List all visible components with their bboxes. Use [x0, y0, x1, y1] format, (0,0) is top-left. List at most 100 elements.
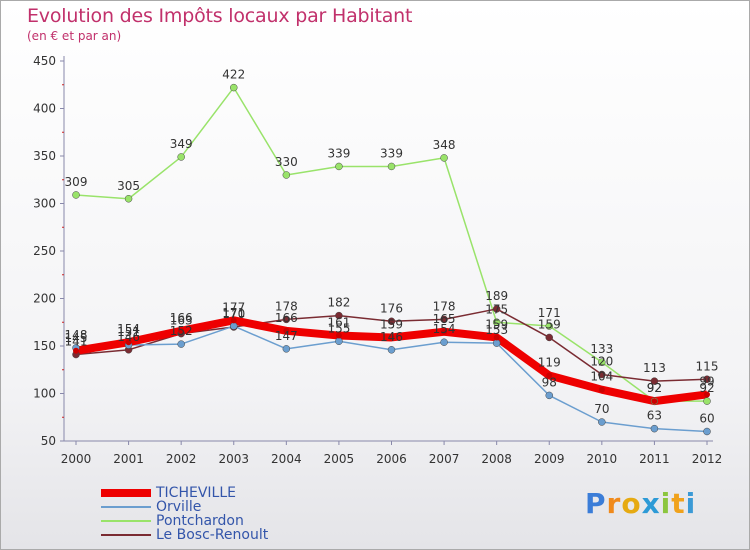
data-point — [703, 427, 711, 436]
data-label: 422 — [222, 68, 245, 82]
data-label: 120 — [590, 355, 613, 369]
data-label: 159 — [485, 317, 508, 331]
data-label: 148 — [65, 328, 88, 342]
data-label: 154 — [433, 322, 456, 336]
data-label: 98 — [542, 375, 557, 389]
data-label: 177 — [222, 300, 245, 314]
legend-swatch-pontchardon — [101, 520, 151, 522]
data-label: 171 — [222, 306, 245, 320]
data-label: 163 — [170, 314, 193, 328]
data-point — [440, 338, 448, 346]
data-label: 175 — [485, 302, 508, 316]
chart-title: Evolution des Impôts locaux par Habitant — [27, 5, 413, 27]
x-tick-label: 2003 — [218, 452, 249, 466]
data-label: 349 — [170, 137, 193, 151]
data-label: 70 — [594, 402, 609, 416]
data-label: 151 — [117, 325, 140, 339]
data-label: 159 — [380, 317, 403, 331]
y-tick-label: 50 — [41, 434, 56, 448]
data-label: 113 — [643, 361, 666, 375]
data-point — [282, 315, 291, 324]
data-label: 153 — [485, 323, 508, 337]
legend-swatch-ticheville — [101, 489, 151, 497]
legend-label: TICHEVILLE — [156, 485, 236, 501]
x-tick-label: 2008 — [481, 452, 512, 466]
data-point — [335, 337, 343, 345]
y-tick-label: 250 — [33, 244, 56, 258]
x-tick-label: 2000 — [61, 452, 92, 466]
data-point — [545, 333, 553, 342]
x-tick-label: 2011 — [639, 452, 670, 466]
data-point — [492, 318, 501, 326]
x-tick-label: 2005 — [324, 452, 355, 466]
y-tick-label: 150 — [33, 339, 56, 353]
data-point — [598, 370, 606, 379]
data-point — [598, 386, 605, 393]
y-tick-label: 350 — [33, 149, 56, 163]
data-label: 119 — [538, 355, 561, 369]
data-point — [72, 191, 80, 199]
data-point — [283, 327, 290, 334]
data-point — [124, 195, 133, 203]
data-label: 189 — [485, 289, 508, 303]
data-label: 92 — [647, 381, 662, 395]
data-point — [704, 391, 710, 398]
x-tick-label: 2010 — [587, 452, 618, 466]
data-label: 339 — [327, 146, 350, 160]
data-point — [546, 372, 553, 379]
data-label: 104 — [590, 370, 613, 384]
data-point — [703, 375, 711, 383]
y-tick-label: 300 — [33, 197, 56, 211]
data-point — [545, 322, 553, 330]
data-label: 170 — [222, 307, 245, 321]
data-point — [441, 328, 448, 335]
legend-swatch-le-bosc-renoult — [101, 534, 151, 536]
logo-letter: o — [621, 487, 642, 520]
data-point — [545, 391, 553, 400]
data-label: 152 — [170, 324, 193, 338]
y-tick-label: 400 — [33, 102, 56, 116]
y-tick-label: 100 — [33, 387, 56, 401]
data-label: 309 — [65, 175, 88, 189]
proxiti-logo: Proxiti — [585, 487, 696, 520]
data-label: 182 — [327, 296, 350, 310]
chart-subtitle: (en € et par an) — [27, 29, 122, 43]
x-tick-label: 2012 — [692, 452, 723, 466]
data-label: 161 — [327, 316, 350, 330]
data-point — [230, 83, 238, 92]
data-point — [703, 397, 711, 405]
data-label: 146 — [117, 330, 140, 344]
data-label: 178 — [433, 299, 456, 313]
logo-letter: P — [585, 487, 607, 520]
legend-label: Le Bosc-Renoult — [156, 527, 269, 543]
data-point — [178, 327, 185, 334]
data-point — [651, 398, 658, 405]
data-label: 176 — [380, 301, 403, 315]
data-point — [387, 162, 396, 171]
data-point — [177, 153, 185, 161]
data-label: 154 — [117, 322, 140, 336]
logo-letter: r — [606, 487, 622, 520]
data-point — [387, 317, 396, 326]
data-point — [335, 332, 342, 339]
data-label: 166 — [170, 311, 193, 325]
data-point — [492, 305, 501, 313]
legend-swatch-orville — [101, 506, 151, 508]
y-tick-label: 450 — [33, 54, 56, 68]
data-point — [73, 347, 79, 354]
data-label: 348 — [433, 138, 456, 152]
data-point — [387, 346, 396, 354]
data-point — [335, 162, 343, 171]
data-point — [440, 154, 448, 162]
data-point — [282, 345, 291, 353]
data-label: 99 — [699, 374, 714, 388]
logo-letter: i — [685, 487, 697, 520]
data-point — [440, 315, 448, 324]
legend-label: Orville — [156, 499, 202, 515]
y-tick-label: 200 — [33, 292, 56, 306]
data-point — [177, 340, 185, 348]
data-label: 60 — [699, 412, 714, 426]
data-point — [388, 334, 395, 341]
